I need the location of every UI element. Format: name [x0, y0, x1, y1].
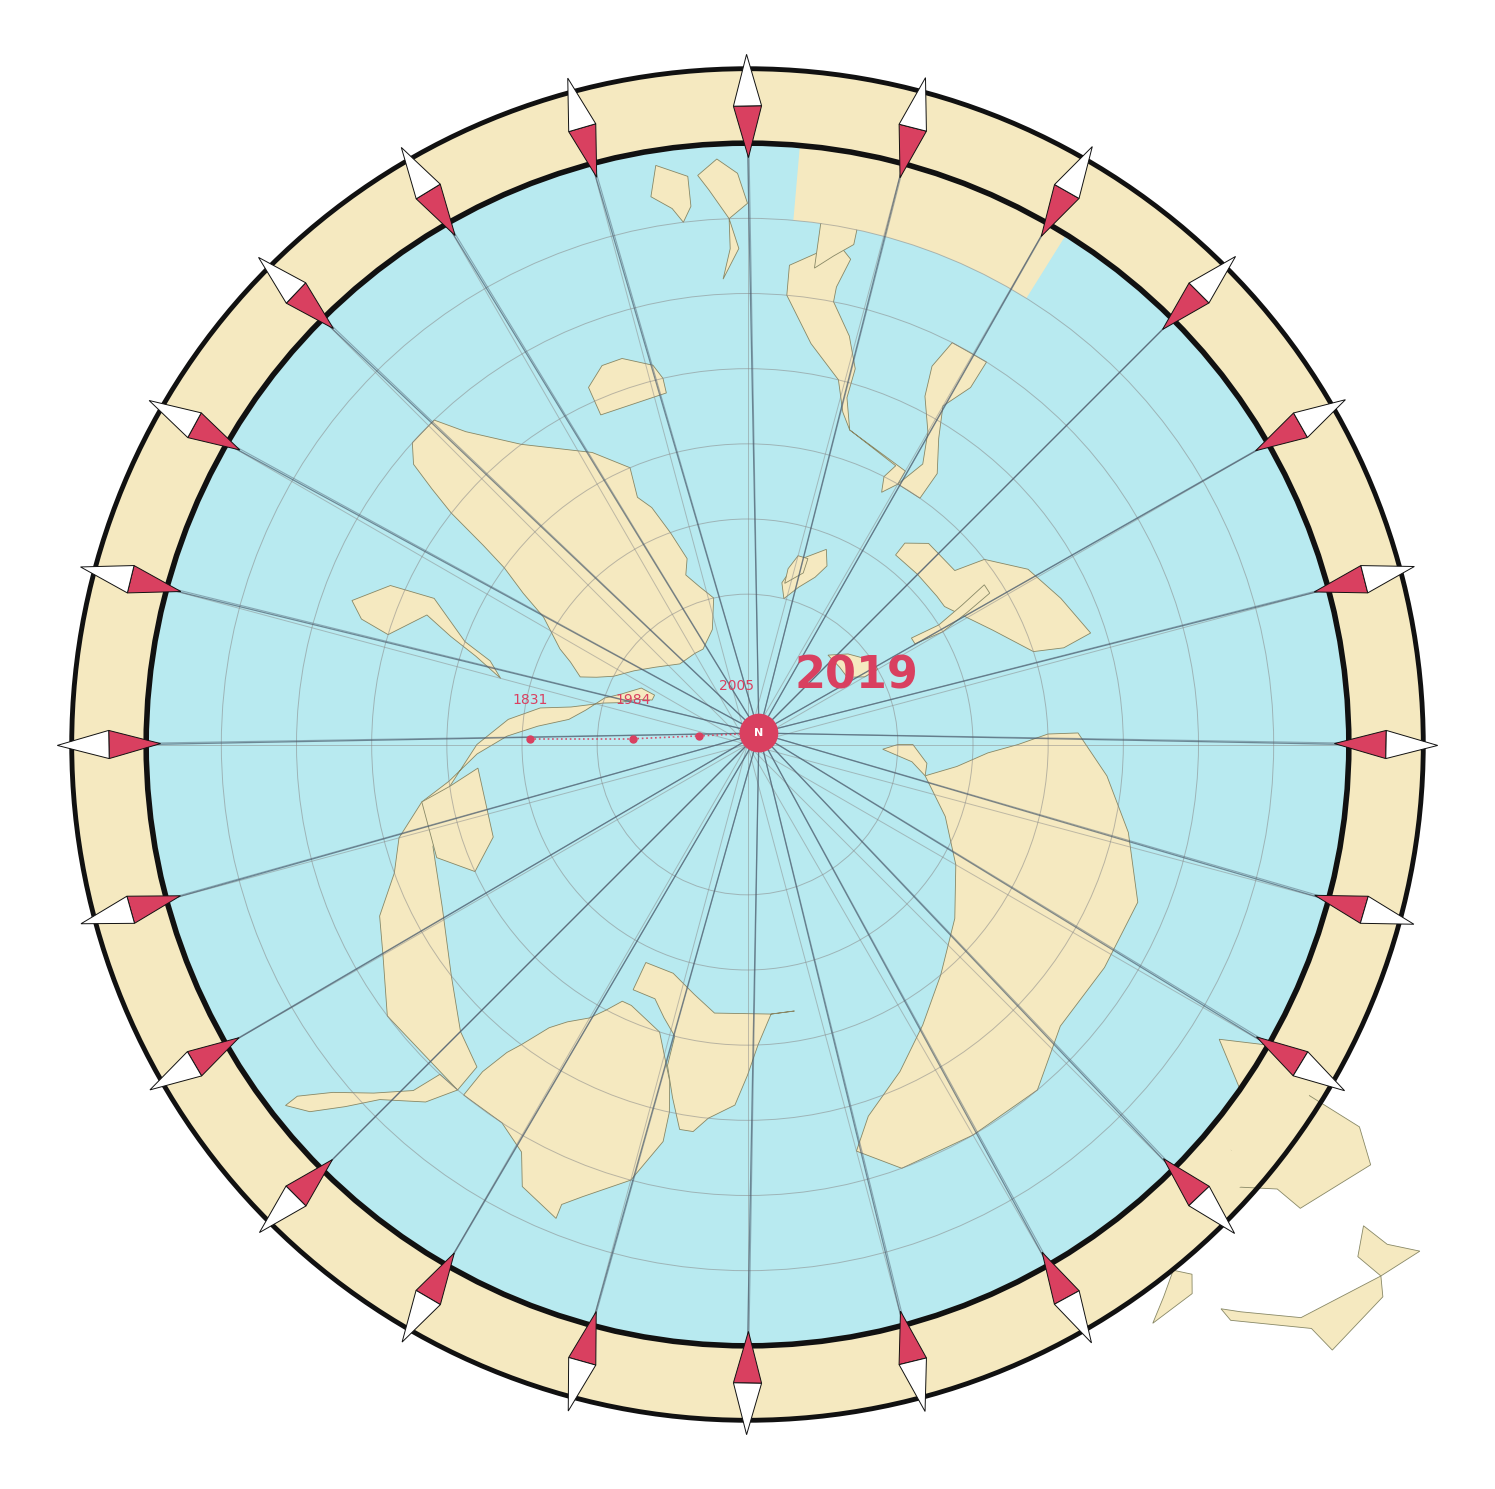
Polygon shape [898, 1312, 927, 1364]
Text: N: N [755, 728, 764, 739]
Polygon shape [150, 1051, 202, 1090]
Polygon shape [898, 1358, 927, 1412]
Polygon shape [1042, 1252, 1079, 1304]
Polygon shape [1189, 1187, 1235, 1233]
Text: 2019: 2019 [794, 654, 918, 697]
Polygon shape [1189, 256, 1235, 302]
Polygon shape [748, 1132, 1254, 1407]
Polygon shape [1220, 1039, 1371, 1209]
Polygon shape [286, 1075, 457, 1112]
Polygon shape [1256, 412, 1308, 451]
Polygon shape [187, 1038, 239, 1077]
Polygon shape [734, 1383, 761, 1435]
Circle shape [740, 715, 777, 752]
Polygon shape [898, 124, 927, 177]
Polygon shape [815, 211, 857, 268]
Polygon shape [698, 159, 748, 278]
Text: 1984: 1984 [616, 694, 650, 707]
Polygon shape [1314, 566, 1368, 593]
Polygon shape [1314, 895, 1368, 923]
Polygon shape [857, 733, 1138, 1169]
Polygon shape [1293, 399, 1346, 438]
Polygon shape [1360, 566, 1414, 593]
Polygon shape [413, 420, 713, 677]
Polygon shape [794, 85, 1099, 298]
Polygon shape [785, 555, 807, 584]
Polygon shape [463, 1001, 670, 1218]
Polygon shape [734, 1331, 761, 1383]
Polygon shape [416, 185, 454, 235]
Polygon shape [126, 950, 541, 1367]
Polygon shape [568, 1358, 597, 1412]
Polygon shape [898, 77, 927, 131]
Polygon shape [1163, 283, 1209, 329]
Polygon shape [1360, 896, 1414, 925]
Polygon shape [1054, 146, 1093, 198]
Polygon shape [1153, 1270, 1192, 1324]
Polygon shape [1357, 1225, 1420, 1276]
Polygon shape [786, 241, 906, 493]
Polygon shape [734, 54, 761, 106]
Polygon shape [416, 1252, 454, 1304]
Polygon shape [568, 124, 597, 177]
Polygon shape [259, 258, 305, 304]
Polygon shape [1335, 731, 1386, 758]
Polygon shape [1208, 630, 1410, 1170]
Polygon shape [81, 566, 135, 593]
Polygon shape [422, 768, 493, 871]
Polygon shape [650, 165, 691, 222]
Polygon shape [351, 585, 501, 679]
Polygon shape [1293, 1051, 1344, 1091]
Polygon shape [1386, 731, 1438, 758]
Polygon shape [1256, 1036, 1308, 1075]
Polygon shape [828, 654, 878, 677]
Polygon shape [896, 543, 1091, 652]
Polygon shape [401, 147, 440, 200]
Polygon shape [127, 896, 181, 923]
Polygon shape [782, 549, 827, 599]
Polygon shape [568, 77, 595, 131]
Polygon shape [882, 744, 927, 776]
Circle shape [72, 68, 1423, 1421]
Polygon shape [109, 731, 160, 758]
Polygon shape [402, 1291, 441, 1342]
Polygon shape [898, 342, 987, 499]
Polygon shape [1163, 1158, 1209, 1206]
Text: 1831: 1831 [513, 694, 547, 707]
Polygon shape [286, 283, 333, 329]
Polygon shape [1041, 185, 1079, 237]
Polygon shape [734, 106, 761, 158]
Polygon shape [85, 630, 182, 971]
Polygon shape [150, 401, 202, 438]
Polygon shape [1221, 1276, 1383, 1351]
Polygon shape [286, 1160, 332, 1206]
Polygon shape [380, 688, 655, 1090]
Polygon shape [589, 359, 667, 415]
Polygon shape [127, 566, 181, 593]
Polygon shape [57, 731, 109, 758]
Polygon shape [634, 962, 794, 1132]
Polygon shape [912, 585, 990, 643]
Polygon shape [260, 1187, 306, 1233]
Polygon shape [1054, 1291, 1091, 1343]
Polygon shape [632, 82, 1174, 284]
Polygon shape [568, 1312, 597, 1365]
Polygon shape [188, 412, 239, 450]
Circle shape [147, 143, 1348, 1346]
Text: 2005: 2005 [719, 679, 753, 692]
Polygon shape [81, 896, 135, 923]
